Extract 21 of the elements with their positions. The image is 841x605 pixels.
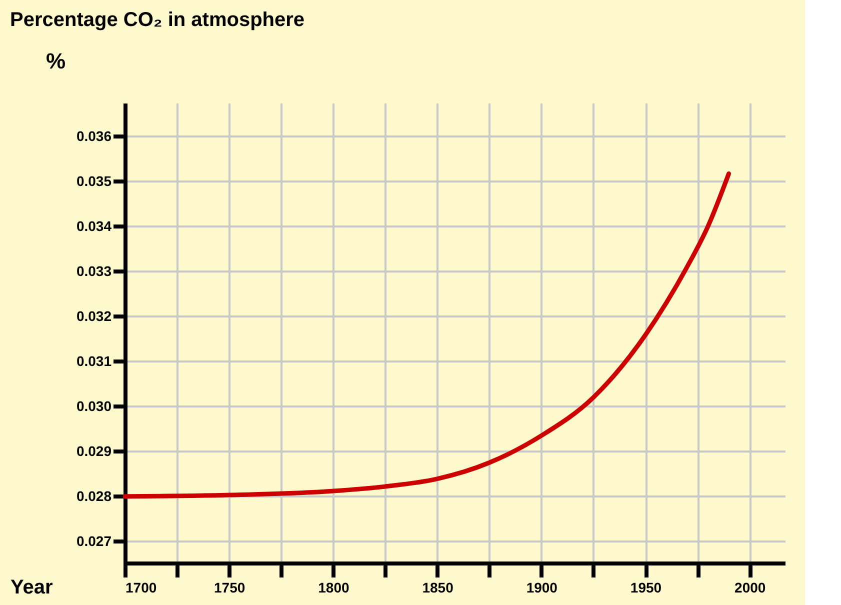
- x-tick-label: 1850: [422, 580, 454, 596]
- y-tick-label: 0.032: [76, 308, 112, 324]
- x-tick-label: 1750: [214, 580, 246, 596]
- x-tick-label: 1950: [630, 580, 662, 596]
- y-tick-label: 0.027: [76, 532, 112, 549]
- y-tick-label: 0.034: [76, 218, 112, 234]
- line-series: [122, 171, 732, 499]
- chart-title: Percentage CO₂ in atmosphere: [10, 9, 305, 31]
- y-tick-label: 0.033: [76, 262, 112, 279]
- y-tick-label: 0.035: [76, 172, 112, 189]
- y-axis-title: %: [46, 48, 66, 74]
- y-tick-label: 0.031: [76, 352, 112, 369]
- y-tick-label: 0.029: [76, 442, 112, 459]
- y-tick-label: 0.028: [76, 488, 112, 504]
- x-tick-label: 1700: [126, 580, 157, 596]
- x-tick-label: 1800: [318, 580, 350, 596]
- x-axis-title: Year: [10, 576, 53, 598]
- y-tick-label: 0.036: [76, 128, 112, 144]
- x-tick-label: 1900: [526, 580, 558, 596]
- x-tick-label: 2000: [734, 580, 766, 596]
- y-tick-label: 0.030: [76, 398, 112, 414]
